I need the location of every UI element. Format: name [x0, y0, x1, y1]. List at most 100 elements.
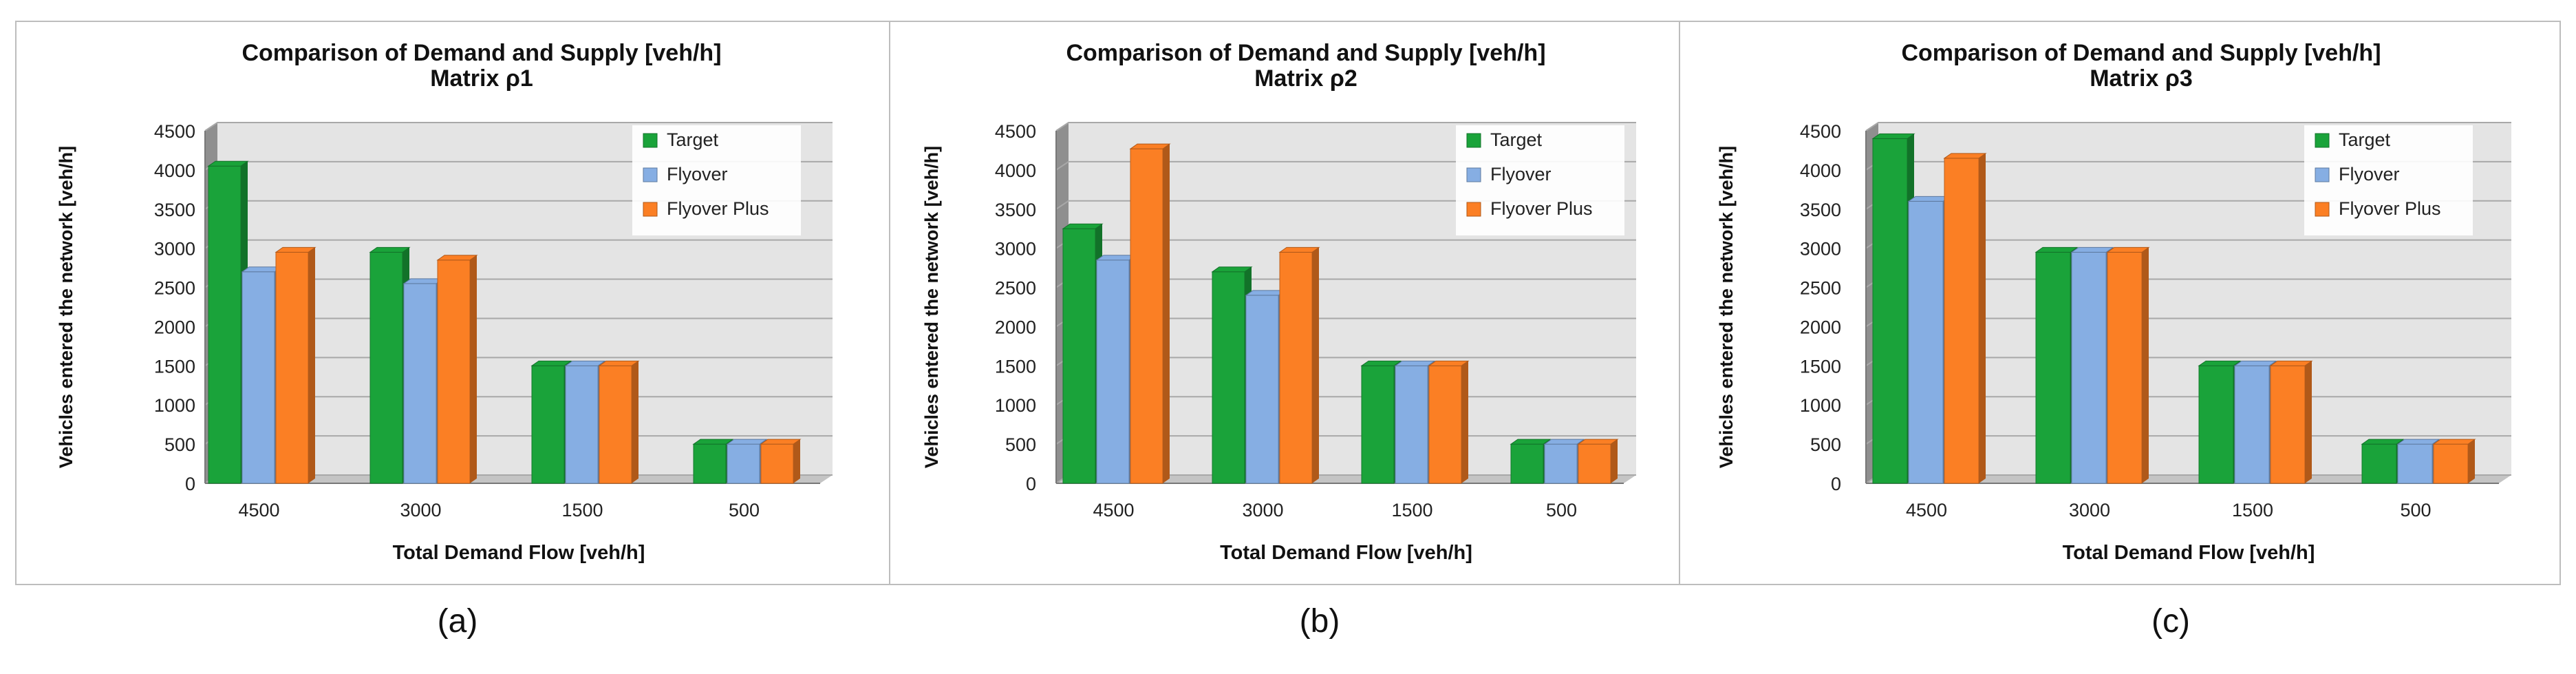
bar-target-1500 — [1361, 365, 1395, 484]
legend-label: Flyover Plus — [2339, 198, 2441, 219]
y-tick-label: 3500 — [995, 200, 1036, 220]
bar-flyover-4500 — [242, 271, 275, 484]
legend-label: Flyover — [1490, 164, 1552, 185]
y-axis-label: Vehicles entered the network [veh/h] — [56, 146, 76, 468]
x-tick-label: 1500 — [561, 500, 603, 520]
x-axis-label: Total Demand Flow [veh/h] — [393, 542, 645, 564]
bar-side — [1611, 439, 1618, 483]
bar-flyover-3000 — [403, 283, 437, 484]
bar-target-4500 — [208, 165, 242, 484]
y-tick-label: 4500 — [995, 121, 1036, 142]
y-tick-label: 500 — [1810, 434, 1841, 455]
legend-swatch-target — [1466, 133, 1481, 148]
y-tick-label: 1000 — [154, 395, 195, 416]
chart-subtitle: Matrix ρ1 — [430, 65, 533, 92]
x-tick-label: 1500 — [1391, 500, 1432, 520]
bar-flyover-plus-4500 — [1944, 158, 1979, 484]
bar-flyover-1500 — [565, 365, 599, 484]
x-tick-label: 3000 — [2069, 500, 2110, 520]
bar-side — [1461, 361, 1468, 483]
chart-title: Comparison of Demand and Supply [veh/h] — [1066, 40, 1545, 66]
y-tick-label: 1000 — [995, 395, 1036, 416]
bar-side — [1312, 247, 1319, 483]
panel-frame-a — [15, 21, 890, 585]
bar-side — [1979, 153, 1986, 484]
x-tick-label: 4500 — [1906, 500, 1947, 520]
y-tick-label: 2500 — [995, 278, 1036, 299]
bar-side — [308, 247, 315, 483]
bar-side — [2468, 439, 2475, 483]
bar-side — [2305, 361, 2312, 483]
panel-label: (c) — [2151, 603, 2190, 640]
y-axis-label: Vehicles entered the network [veh/h] — [1716, 146, 1737, 468]
gridline — [1055, 122, 1636, 131]
y-tick-label: 0 — [1026, 474, 1036, 494]
chart-subtitle: Matrix ρ3 — [2090, 65, 2193, 92]
y-axis-label: Vehicles entered the network [veh/h] — [921, 146, 942, 468]
y-tick-label: 3000 — [995, 239, 1036, 260]
bar-flyover-plus-1500 — [1428, 365, 1462, 484]
legend: Target Flyover Flyover Plus — [1456, 125, 1624, 235]
gridline — [204, 122, 833, 131]
bar-flyover-plus-1500 — [2270, 365, 2306, 484]
plot-floor — [1866, 475, 2511, 483]
y-tick-label: 2500 — [154, 278, 195, 299]
y-tick-label: 3500 — [154, 200, 195, 220]
legend: Target Flyover Flyover Plus — [2304, 125, 2473, 235]
bar-side — [632, 361, 638, 483]
x-tick-label: 4500 — [238, 500, 279, 520]
bar-target-4500 — [1872, 138, 1908, 484]
bar-flyover-plus-500 — [1578, 443, 1611, 484]
legend-box — [1456, 125, 1624, 235]
bar-flyover-500 — [1544, 443, 1578, 484]
chart-title: Comparison of Demand and Supply [veh/h] — [242, 40, 721, 66]
x-tick-label: 500 — [1546, 500, 1577, 520]
legend-swatch-flyover-plus — [643, 202, 658, 217]
y-tick-label: 0 — [185, 474, 195, 494]
bar-flyover-plus-500 — [760, 443, 794, 484]
bar-flyover-4500 — [1096, 260, 1130, 484]
y-tick-label: 1500 — [154, 356, 195, 377]
bar-flyover-plus-500 — [2433, 443, 2469, 484]
legend-label: Target — [2339, 129, 2391, 150]
legend-swatch-target — [2315, 133, 2330, 148]
y-tick-label: 2000 — [154, 317, 195, 337]
legend-swatch-flyover — [2315, 167, 2330, 182]
y-tick-label: 500 — [164, 434, 195, 455]
gridline — [1055, 200, 1636, 210]
y-tick-label: 2000 — [1800, 317, 1841, 337]
x-axis-label: Total Demand Flow [veh/h] — [1220, 542, 1472, 564]
bar-target-1500 — [2198, 365, 2234, 484]
legend: Target Flyover Flyover Plus — [632, 125, 801, 235]
bar-side — [470, 255, 477, 483]
x-tick-label: 1500 — [2232, 500, 2273, 520]
y-tick-label: 3000 — [1800, 239, 1841, 260]
y-tick-label: 4000 — [154, 160, 195, 181]
panel-frame-b — [889, 21, 1680, 585]
y-tick-label: 3500 — [1800, 200, 1841, 220]
bar-target-500 — [693, 443, 727, 484]
x-tick-label: 500 — [729, 500, 760, 520]
y-tick-label: 4000 — [1800, 160, 1841, 181]
chart-panel-2: Comparison of Demand and Supply [veh/h]M… — [921, 40, 1636, 640]
y-tick-label: 4500 — [1800, 121, 1841, 142]
legend-label: Flyover — [667, 164, 728, 185]
y-tick-label: 1500 — [1800, 356, 1841, 377]
y-tick-label: 1000 — [1800, 395, 1841, 416]
bar-flyover-3000 — [1245, 295, 1279, 484]
y-tick-label: 0 — [1831, 474, 1841, 494]
panel-label: (b) — [1300, 603, 1340, 640]
bar-side — [1163, 144, 1170, 483]
legend-swatch-flyover-plus — [2315, 202, 2330, 217]
legend-swatch-flyover-plus — [1466, 202, 1481, 217]
x-tick-label: 3000 — [400, 500, 441, 520]
y-tick-label: 1500 — [995, 356, 1036, 377]
chart-panel-3: Comparison of Demand and Supply [veh/h]M… — [1716, 40, 2511, 640]
y-tick-label: 500 — [1005, 434, 1036, 455]
x-tick-label: 4500 — [1093, 500, 1134, 520]
plot-floor — [205, 475, 833, 483]
gridline — [1865, 122, 2511, 131]
legend-label: Flyover — [2339, 164, 2400, 185]
bar-target-3000 — [1212, 271, 1245, 484]
bar-target-1500 — [531, 365, 565, 484]
